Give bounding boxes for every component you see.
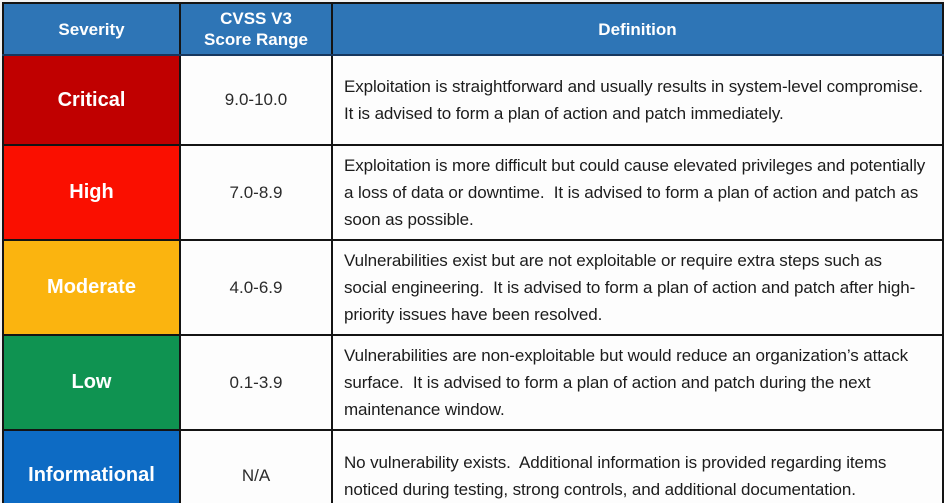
table-row-moderate: Moderate 4.0-6.9 Vulnerabilities exist b… [2, 239, 944, 336]
definition-cell: Exploitation is more difficult but could… [331, 144, 944, 241]
table-row-low: Low 0.1-3.9 Vulnerabilities are non-expl… [2, 334, 944, 431]
score-cell: N/A [179, 429, 333, 503]
table-row-informational: Informational N/A No vulnerability exist… [2, 429, 944, 503]
score-cell: 4.0-6.9 [179, 239, 333, 336]
column-header-severity: Severity [2, 2, 181, 56]
score-cell: 7.0-8.9 [179, 144, 333, 241]
column-header-score-range: CVSS V3 Score Range [179, 2, 333, 56]
column-header-definition: Definition [331, 2, 944, 56]
severity-cell: Critical [2, 54, 181, 146]
score-cell: 9.0-10.0 [179, 54, 333, 146]
severity-cell: Moderate [2, 239, 181, 336]
table-header-row: Severity CVSS V3 Score Range Definition [2, 2, 944, 56]
table-row-high: High 7.0-8.9 Exploitation is more diffic… [2, 144, 944, 241]
severity-cell: Informational [2, 429, 181, 503]
severity-cell: Low [2, 334, 181, 431]
score-cell: 0.1-3.9 [179, 334, 333, 431]
definition-cell: Exploitation is straightforward and usua… [331, 54, 944, 146]
severity-cell: High [2, 144, 181, 241]
table-row-critical: Critical 9.0-10.0 Exploitation is straig… [2, 54, 944, 146]
definition-cell: Vulnerabilities exist but are not exploi… [331, 239, 944, 336]
definition-cell: Vulnerabilities are non-exploitable but … [331, 334, 944, 431]
definition-cell: No vulnerability exists. Additional info… [331, 429, 944, 503]
